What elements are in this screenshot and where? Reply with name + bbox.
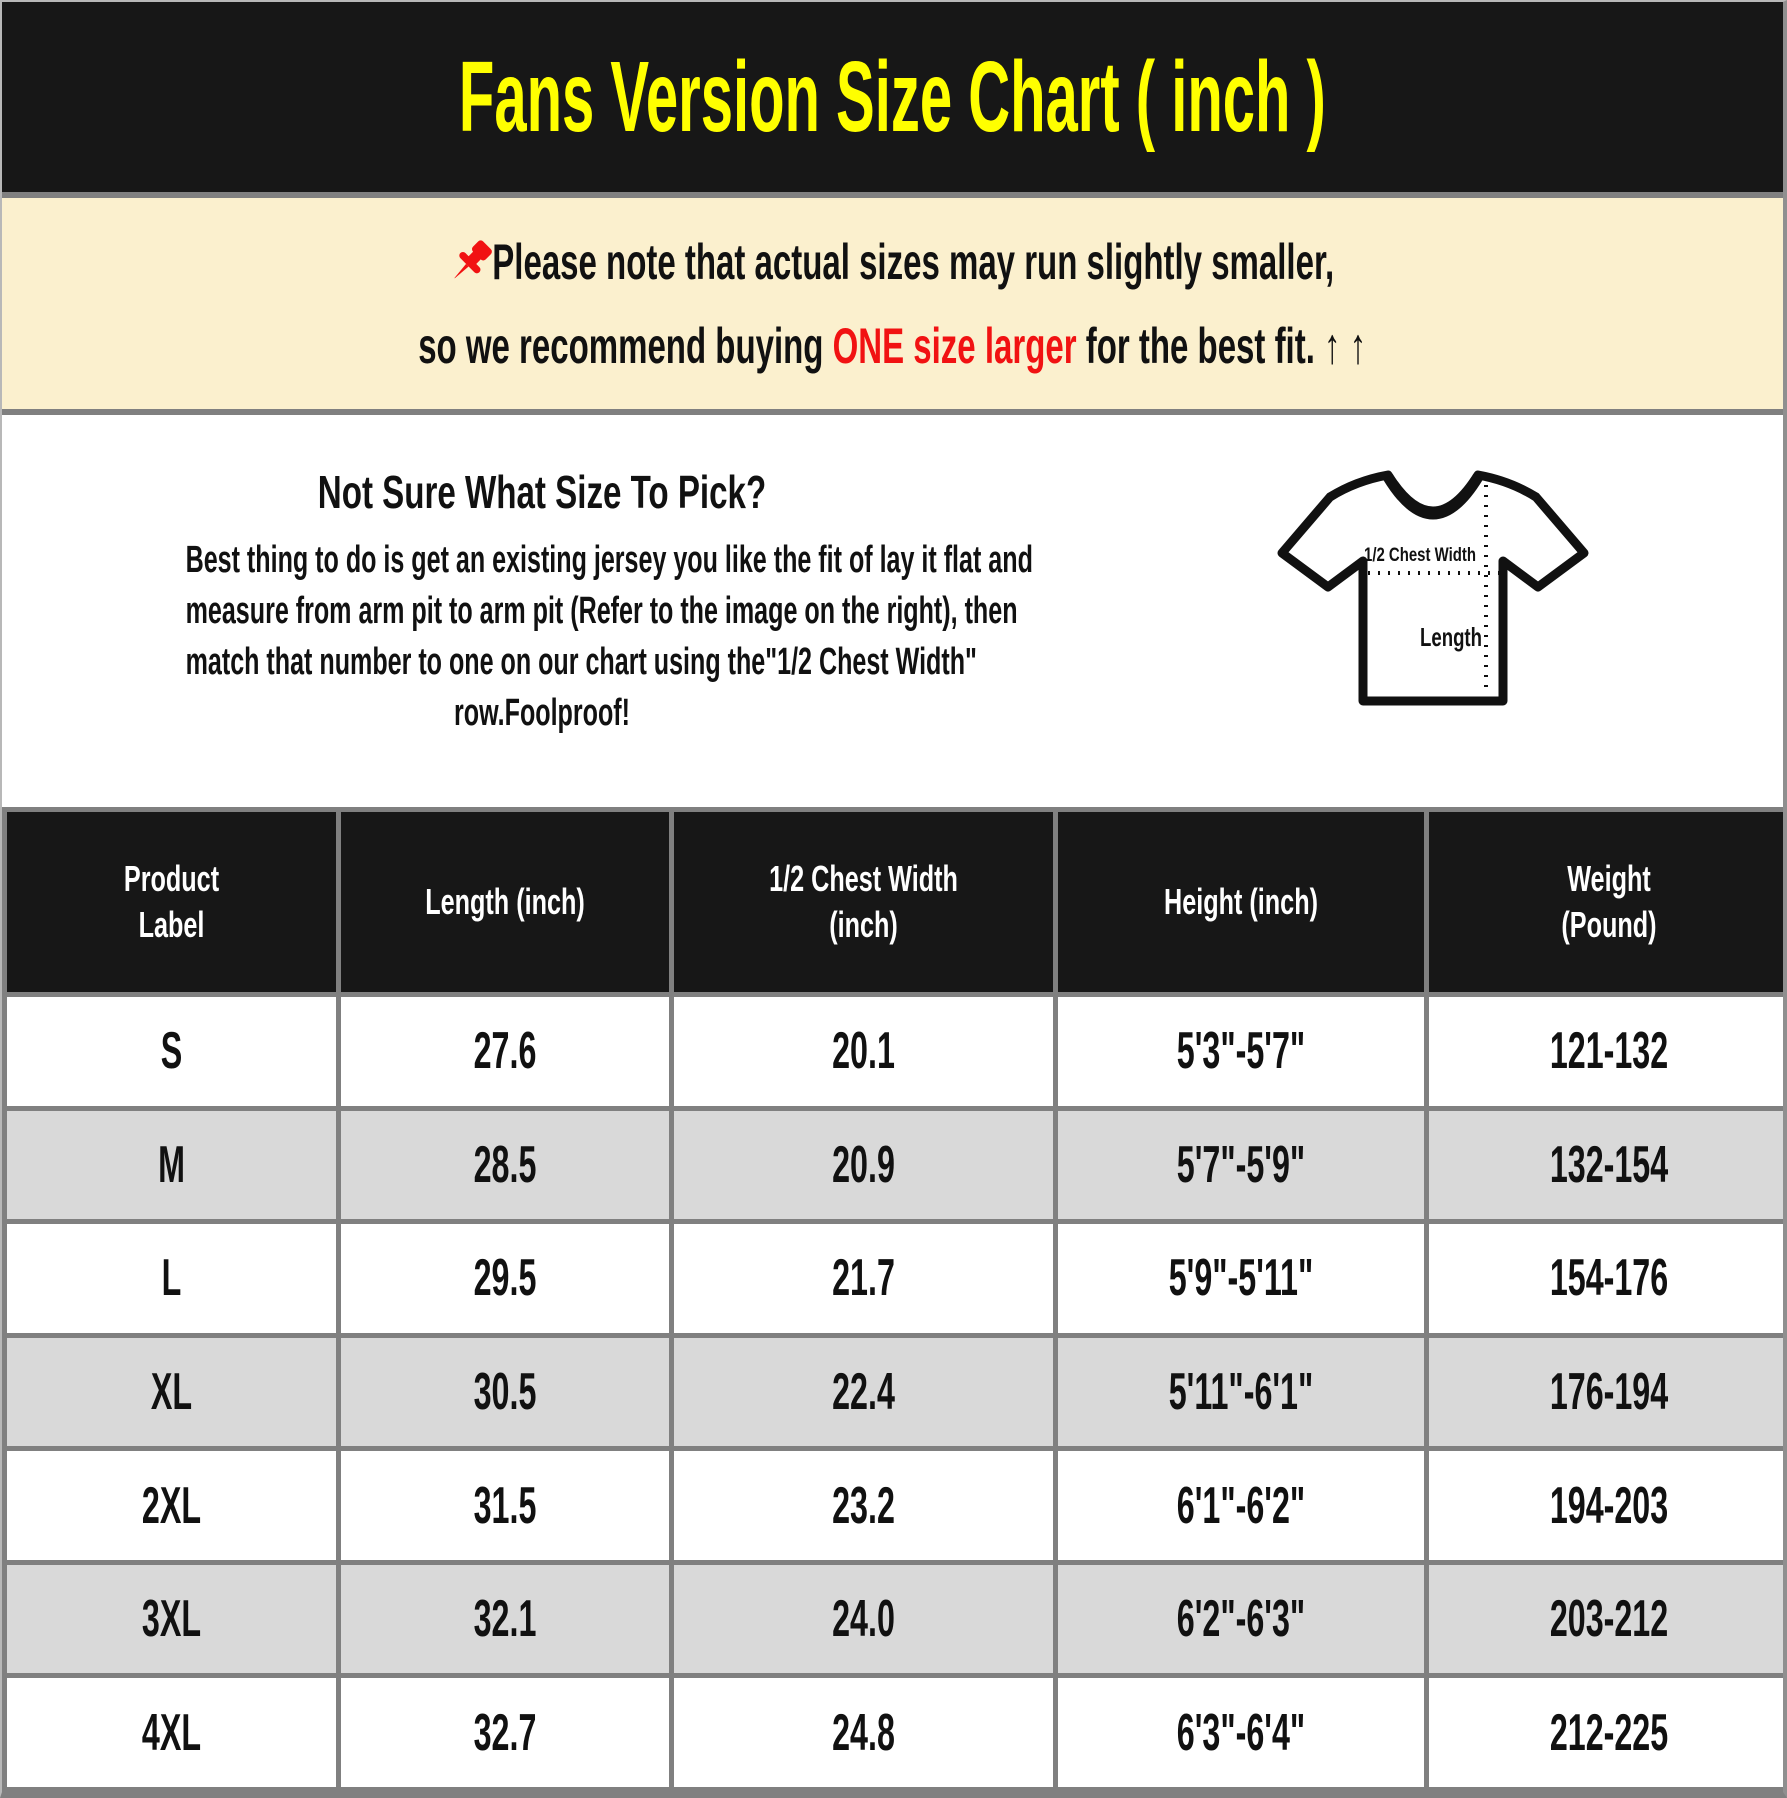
column-header-height: Height (inch) xyxy=(1053,807,1429,997)
size-table-header: Product Label Length (inch) 1/2 Chest Wi… xyxy=(2,807,1783,997)
product-label-cell: L xyxy=(2,1219,341,1338)
height-cell: 6'3"-6'4" xyxy=(1053,1673,1429,1792)
sizing-guide-line: match that number to one on our chart us… xyxy=(185,641,977,683)
height-cell: 5'3"-5'7" xyxy=(1053,992,1429,1111)
weight-cell: 212-225 xyxy=(1424,1673,1783,1792)
product-label-cell: S xyxy=(2,992,341,1111)
weight-cell: 132-154 xyxy=(1424,1105,1783,1225)
tshirt-icon: 1/2 Chest Width Length xyxy=(1277,470,1588,706)
product-label-cell: 2XL xyxy=(2,1446,341,1565)
weight-cell: 121-132 xyxy=(1424,992,1783,1111)
note-banner: Please note that actual sizes may run sl… xyxy=(2,198,1783,409)
note-line-2: so we recommend buying ONE size larger f… xyxy=(418,317,1366,375)
sizing-guide-section: Not Sure What Size To Pick? Best thing t… xyxy=(2,415,1783,807)
sizing-guide-line: measure from arm pit to arm pit (Refer t… xyxy=(185,590,1018,632)
product-label-cell: XL xyxy=(2,1332,341,1452)
sizing-guide-line: row.Foolproof! xyxy=(454,692,630,734)
product-label-cell: 3XL xyxy=(2,1559,341,1679)
weight-cell: 203-212 xyxy=(1424,1559,1783,1679)
header-row: Product Label Length (inch) 1/2 Chest Wi… xyxy=(2,807,1783,997)
length-cell: 32.1 xyxy=(336,1559,674,1679)
section-divider xyxy=(2,409,1783,415)
length-label: Length xyxy=(1420,622,1482,652)
length-cell: 27.6 xyxy=(336,992,674,1111)
weight-cell: 194-203 xyxy=(1424,1446,1783,1565)
length-cell: 31.5 xyxy=(336,1446,674,1565)
chest-width-cell: 20.9 xyxy=(669,1105,1058,1225)
tshirt-measurement-diagram: 1/2 Chest Width Length xyxy=(1082,415,1783,807)
chest-width-cell: 24.8 xyxy=(669,1673,1058,1792)
length-cell: 28.5 xyxy=(336,1105,674,1225)
size-table-body: S 27.6 20.1 5'3"-5'7" 121-132 M 28.5 20.… xyxy=(2,992,1783,1792)
height-cell: 6'2"-6'3" xyxy=(1053,1559,1429,1679)
height-cell: 6'1"-6'2" xyxy=(1053,1446,1429,1565)
one-size-larger-highlight: ONE size larger xyxy=(832,317,1077,374)
section-divider xyxy=(2,192,1783,198)
size-table: Product Label Length (inch) 1/2 Chest Wi… xyxy=(2,807,1783,1792)
weight-cell: 176-194 xyxy=(1424,1332,1783,1452)
chest-width-cell: 20.1 xyxy=(669,992,1058,1111)
note-line-1: Please note that actual sizes may run sl… xyxy=(451,233,1334,291)
title-bar: Fans Version Size Chart ( inch ) xyxy=(2,2,1783,192)
note-line2-prefix: so we recommend buying xyxy=(418,317,833,374)
column-header-weight: Weight (Pound) xyxy=(1424,807,1783,997)
table-row-l: L 29.5 21.7 5'9"-5'11" 154-176 xyxy=(2,1219,1783,1338)
note-text-line1: Please note that actual sizes may run sl… xyxy=(492,233,1334,290)
product-label-cell: M xyxy=(2,1105,341,1225)
table-row-s: S 27.6 20.1 5'3"-5'7" 121-132 xyxy=(2,992,1783,1111)
sizing-guide-line: Best thing to do is get an existing jers… xyxy=(185,539,1033,581)
table-row-m: M 28.5 20.9 5'7"-5'9" 132-154 xyxy=(2,1105,1783,1225)
product-label-cell: 4XL xyxy=(2,1673,341,1792)
column-header-length: Length (inch) xyxy=(336,807,674,997)
height-cell: 5'7"-5'9" xyxy=(1053,1105,1429,1225)
table-row-xl: XL 30.5 22.4 5'11"-6'1" 176-194 xyxy=(2,1332,1783,1452)
weight-cell: 154-176 xyxy=(1424,1219,1783,1338)
red-pushpin-icon xyxy=(454,239,492,278)
note-line2-suffix: for the best fit. ↑ ↑ xyxy=(1076,317,1367,374)
column-header-product-label: Product Label xyxy=(2,807,341,997)
height-cell: 5'9"-5'11" xyxy=(1053,1219,1429,1338)
table-row-4xl: 4XL 32.7 24.8 6'3"-6'4" 212-225 xyxy=(2,1673,1783,1792)
sizing-guide-heading: Not Sure What Size To Pick? xyxy=(317,466,767,518)
table-row-3xl: 3XL 32.1 24.0 6'2"-6'3" 203-212 xyxy=(2,1559,1783,1679)
length-cell: 32.7 xyxy=(336,1673,674,1792)
chest-width-cell: 22.4 xyxy=(669,1332,1058,1452)
chest-width-label: 1/2 Chest Width xyxy=(1364,545,1476,566)
column-header-chest-width: 1/2 Chest Width (inch) xyxy=(669,807,1058,997)
height-cell: 5'11"-6'1" xyxy=(1053,1332,1429,1452)
sizing-guide-text: Not Sure What Size To Pick? Best thing t… xyxy=(2,415,1082,807)
chest-width-cell: 24.0 xyxy=(669,1559,1058,1679)
chest-width-cell: 23.2 xyxy=(669,1446,1058,1565)
chest-width-cell: 21.7 xyxy=(669,1219,1058,1338)
length-cell: 30.5 xyxy=(336,1332,674,1452)
page-title: Fans Version Size Chart ( inch ) xyxy=(459,40,1326,153)
length-cell: 29.5 xyxy=(336,1219,674,1338)
table-row-2xl: 2XL 31.5 23.2 6'1"-6'2" 194-203 xyxy=(2,1446,1783,1565)
